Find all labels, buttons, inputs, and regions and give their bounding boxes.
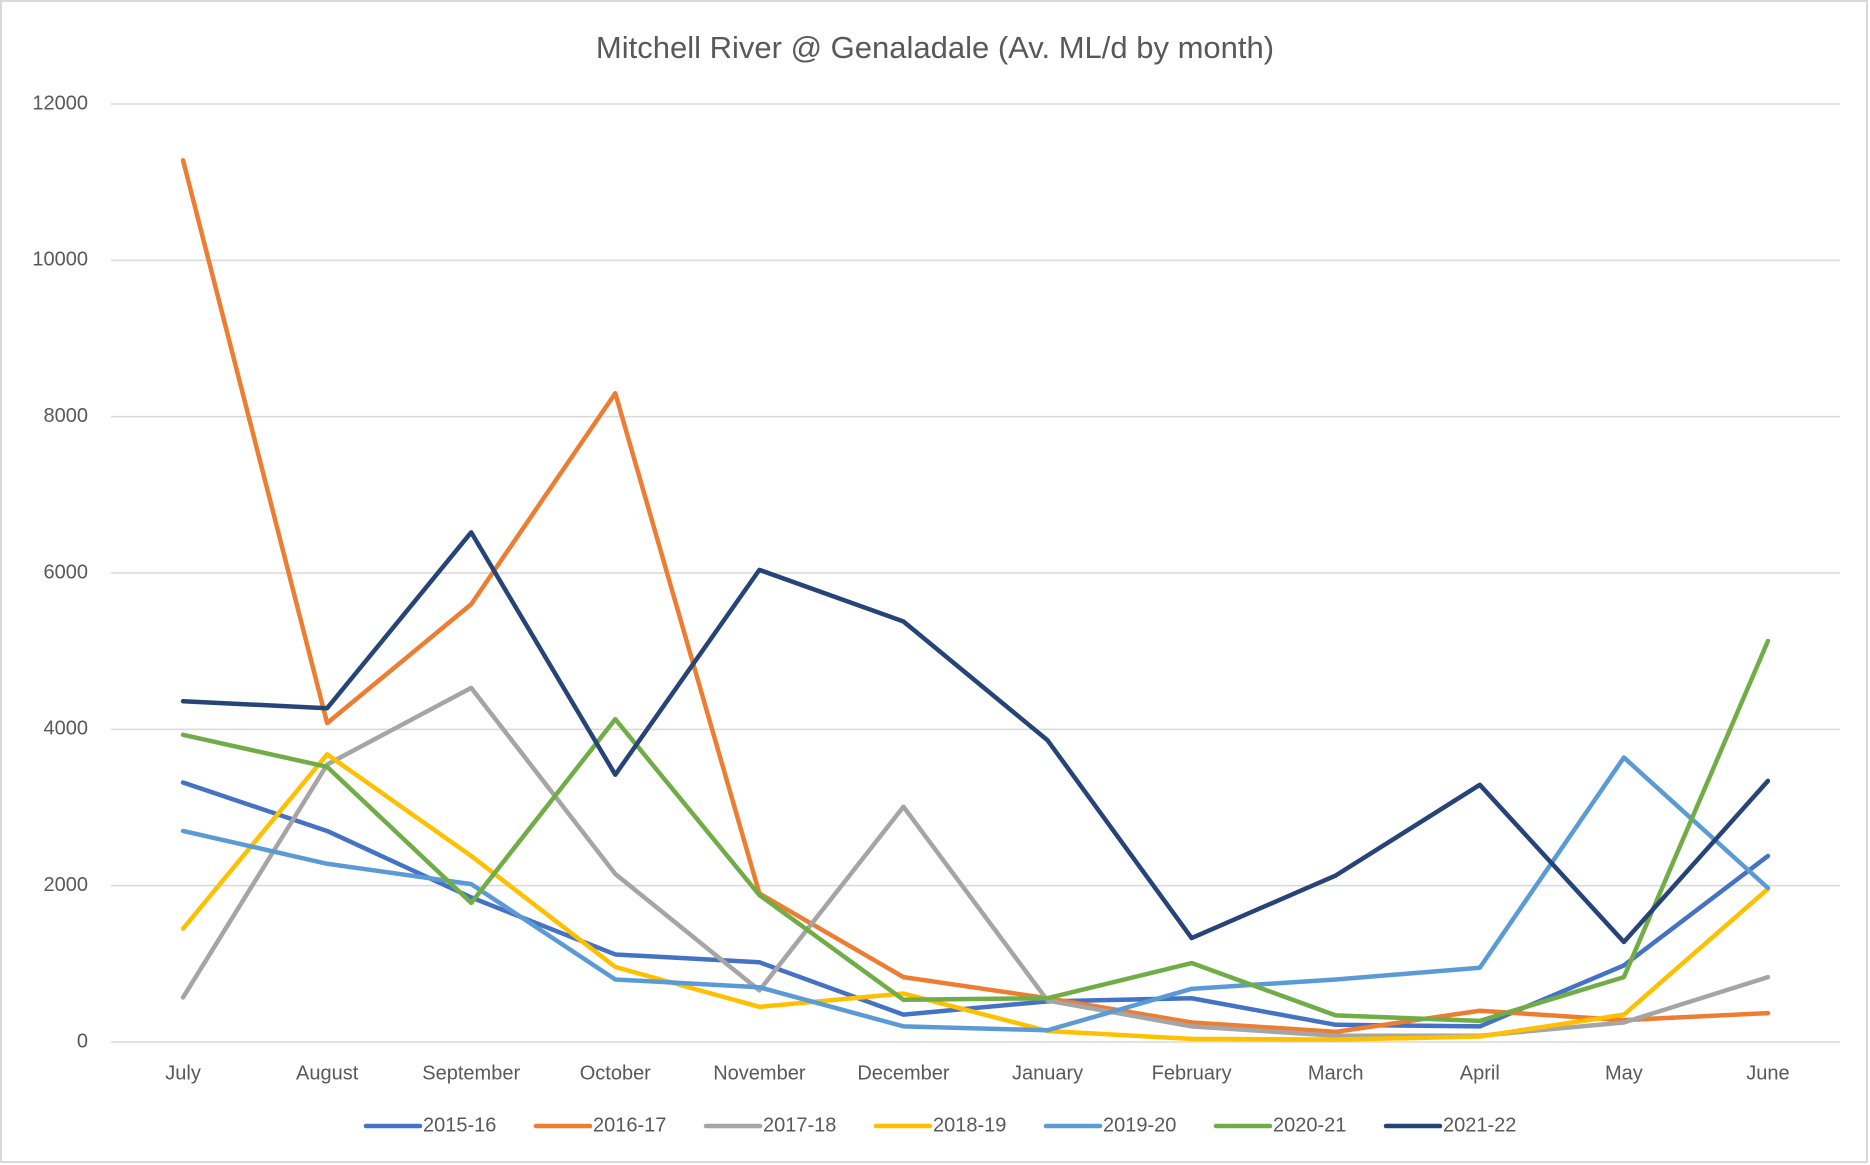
y-tick-label: 2000 — [44, 874, 89, 896]
series-line — [180, 530, 1771, 945]
y-tick-label: 6000 — [44, 561, 89, 583]
series-line — [180, 780, 1771, 1029]
y-tick-label: 12000 — [32, 92, 88, 114]
y-tick-label: 0 — [77, 1030, 88, 1052]
legend-label: 2020-21 — [1273, 1114, 1346, 1136]
x-tick-label: January — [1012, 1062, 1083, 1084]
series-line — [180, 752, 1771, 1042]
x-tick-label: December — [857, 1062, 950, 1084]
legend-label: 2017-18 — [763, 1114, 836, 1136]
x-tick-label: November — [713, 1062, 806, 1084]
x-tick-label: July — [165, 1062, 201, 1084]
x-tick-label: September — [422, 1062, 520, 1084]
legend-label: 2019-20 — [1103, 1114, 1176, 1136]
x-tick-label: March — [1308, 1062, 1364, 1084]
x-tick-label: August — [296, 1062, 359, 1084]
y-tick-label: 10000 — [32, 249, 88, 271]
legend-label: 2015-16 — [423, 1114, 496, 1136]
legend-label: 2016-17 — [593, 1114, 666, 1136]
x-tick-label: October — [580, 1062, 651, 1084]
y-tick-label: 4000 — [44, 718, 89, 740]
x-tick-label: June — [1746, 1062, 1789, 1084]
chart-title: Mitchell River @ Genaladale (Av. ML/d by… — [596, 30, 1274, 65]
series-line — [180, 638, 1771, 1024]
x-tick-label: May — [1605, 1062, 1643, 1084]
legend-label: 2018-19 — [933, 1114, 1006, 1136]
x-tick-label: February — [1152, 1062, 1232, 1084]
y-tick-label: 8000 — [44, 405, 89, 427]
x-tick-label: April — [1460, 1062, 1500, 1084]
legend-label: 2021-22 — [1443, 1114, 1516, 1136]
